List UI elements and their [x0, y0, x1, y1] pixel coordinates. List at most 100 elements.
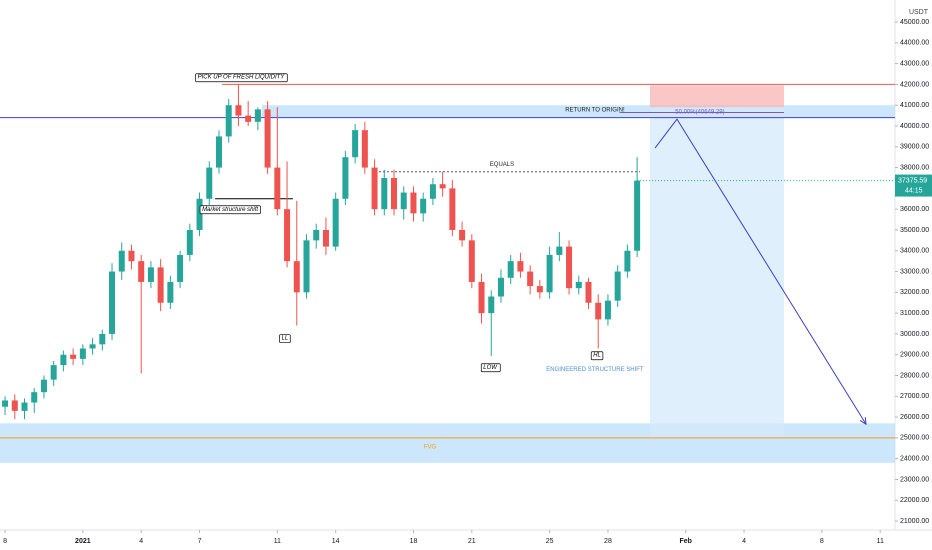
- candle-body: [332, 198, 339, 247]
- candle-body: [527, 271, 534, 287]
- candle-body: [293, 261, 300, 293]
- y-tick-label: 31000.00: [900, 310, 929, 317]
- annotation-label: 50.00%(40649.29): [675, 110, 724, 116]
- candle-body: [79, 348, 86, 359]
- y-tick-label: 43000.00: [900, 60, 929, 67]
- x-tick-label: 14: [332, 538, 340, 545]
- candle-body: [391, 177, 398, 210]
- annotation-label: RETURN TO ORIGIN!: [565, 108, 625, 114]
- candle-body: [585, 281, 592, 303]
- annotation-label: EQUALS: [490, 162, 514, 168]
- candle-body: [352, 130, 359, 158]
- candle-body: [556, 246, 563, 255]
- candle-body: [31, 392, 38, 403]
- candle-body: [439, 184, 446, 189]
- candle-body: [11, 400, 18, 411]
- y-tick-label: 29000.00: [900, 352, 929, 359]
- candle-body: [60, 354, 67, 366]
- candle-body: [313, 229, 320, 241]
- x-tick-label: 25: [546, 538, 554, 545]
- candle-body: [235, 105, 242, 116]
- y-tick-label: 35000.00: [900, 227, 929, 234]
- candle-body: [109, 271, 116, 334]
- candle-body: [361, 130, 368, 168]
- candle-body: [371, 167, 378, 210]
- y-tick-label: 45000.00: [900, 19, 929, 26]
- candle-body: [624, 250, 631, 272]
- candle-body: [497, 277, 504, 297]
- candle-body: [40, 379, 47, 393]
- annotation-box: [279, 334, 291, 344]
- projection-arrow: [654, 118, 867, 425]
- candle-body: [138, 261, 145, 282]
- candle-body: [167, 281, 174, 303]
- annotation-box: [195, 73, 288, 83]
- annotation-label: PICK UP OF FRESH LIQUIDITY: [198, 75, 286, 81]
- currency-label: USDT: [909, 9, 929, 16]
- candle-body: [478, 281, 485, 314]
- candle-body: [546, 254, 553, 293]
- zone: [649, 107, 784, 438]
- x-tick-label: 18: [410, 538, 418, 545]
- candle-body: [264, 109, 271, 168]
- x-tick-label: 8: [3, 538, 7, 545]
- y-tick-label: 42000.00: [900, 81, 929, 88]
- annotation-box: [590, 351, 604, 361]
- candle-body: [245, 115, 252, 122]
- candle-body: [517, 261, 524, 272]
- candle-body: [157, 267, 164, 303]
- last-price-label: 37375.59: [898, 177, 927, 184]
- candle-body: [468, 240, 475, 282]
- candle-body: [604, 300, 611, 320]
- annotation-label: ENGINEERED STRUCTURE SHIFT: [546, 367, 644, 373]
- candle-body: [50, 365, 57, 380]
- y-tick-label: 33000.00: [900, 268, 929, 275]
- annotation-label: LOW: [483, 365, 498, 371]
- annotation-box: [199, 205, 261, 215]
- last-price-tag: [895, 174, 932, 197]
- candle-body: [459, 229, 466, 241]
- x-tick-label: Feb: [680, 538, 692, 545]
- y-tick-label: 24000.00: [900, 456, 929, 463]
- annotation-label: FVG: [424, 445, 437, 451]
- candle-body: [429, 184, 436, 199]
- y-tick-label: 30000.00: [900, 331, 929, 338]
- candle-body: [21, 402, 28, 411]
- candle-body: [342, 157, 349, 199]
- candle-body: [303, 240, 310, 293]
- x-tick-label: 21: [468, 538, 476, 545]
- y-tick-label: 44000.00: [900, 40, 929, 47]
- candle-body: [381, 177, 388, 210]
- x-tick-label: 28: [604, 538, 612, 545]
- y-tick-label: 22000.00: [900, 497, 929, 504]
- candle-body: [2, 400, 9, 407]
- candle-body: [400, 192, 407, 210]
- candle-body: [274, 167, 281, 210]
- x-tick-label: 4: [742, 538, 746, 545]
- x-tick-label: 8: [820, 538, 824, 545]
- annotation-label: Market structure shift: [202, 207, 258, 213]
- y-tick-label: 21000.00: [900, 518, 929, 525]
- candle-body: [177, 254, 184, 282]
- candle-body: [147, 267, 154, 282]
- y-tick-label: 39000.00: [900, 144, 929, 151]
- candle-body: [215, 136, 222, 168]
- candle-body: [488, 296, 495, 314]
- x-tick-label: 11: [274, 538, 281, 545]
- annotation-label: LL: [282, 336, 289, 342]
- x-tick-label: 11: [877, 538, 884, 545]
- y-tick-label: 38000.00: [900, 164, 929, 171]
- plot-area: PICK UP OF FRESH LIQUIDITY RETURN TO ORIG…: [0, 73, 895, 463]
- y-tick-label: 28000.00: [900, 372, 929, 379]
- candle-body: [410, 192, 417, 214]
- candle-body: [449, 188, 456, 230]
- y-tick-label: 36000.00: [900, 206, 929, 213]
- candle-body: [70, 354, 77, 359]
- candle-body: [575, 281, 582, 289]
- candle-body: [196, 198, 203, 230]
- candle-body: [322, 229, 329, 247]
- candle-body: [420, 198, 427, 214]
- candle-body: [284, 209, 291, 262]
- arrow-head: [859, 417, 867, 426]
